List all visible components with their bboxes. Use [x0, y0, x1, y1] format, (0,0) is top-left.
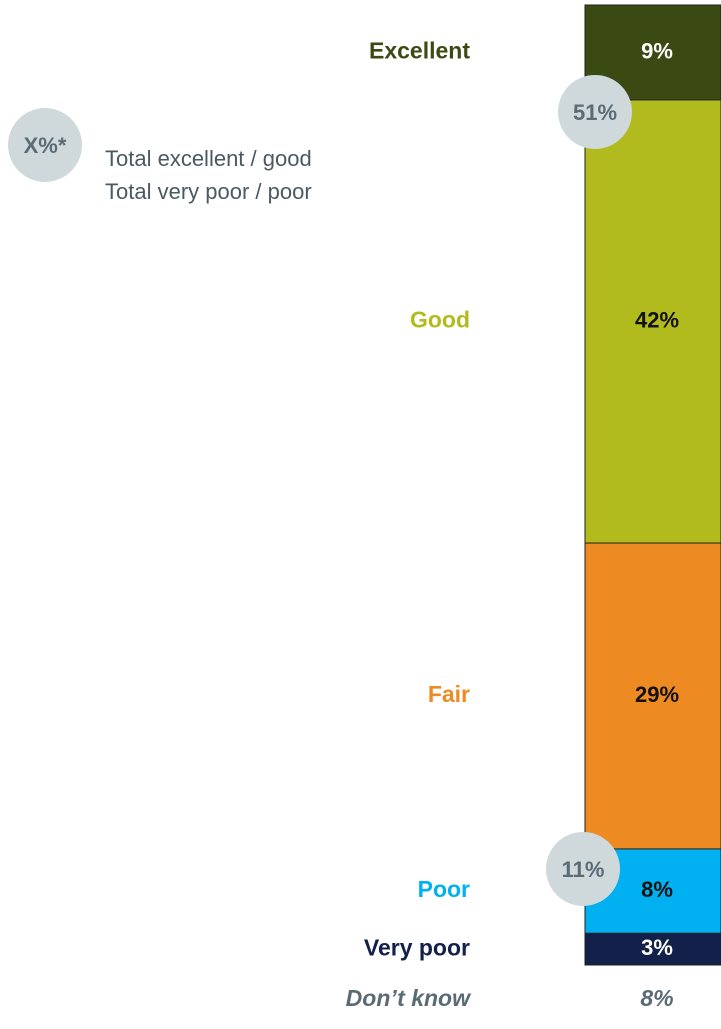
- value-label: 42%: [635, 307, 679, 332]
- bar-segment: [584, 932, 721, 966]
- dont-know-label: Don’t know: [346, 985, 472, 1011]
- total-circle: [546, 831, 620, 906]
- value-label: 3%: [641, 935, 673, 960]
- category-label: Excellent: [369, 38, 470, 64]
- value-label: 8%: [641, 877, 673, 902]
- total-circle: [558, 74, 632, 149]
- legend-circle: [8, 108, 82, 182]
- category-label: Fair: [428, 681, 470, 707]
- value-label: 29%: [635, 682, 679, 707]
- category-label: Poor: [418, 876, 470, 902]
- legend-text: Total very poor / poor: [105, 179, 312, 204]
- bar-segment: [584, 99, 721, 544]
- total-label: 51%: [573, 100, 617, 125]
- dont-know-value: 8%: [640, 985, 673, 1011]
- total-label: 11%: [562, 857, 605, 882]
- category-label: Good: [410, 307, 470, 333]
- legend-text: Total excellent / good: [105, 146, 312, 171]
- value-label: 9%: [641, 38, 673, 63]
- legend-symbol: X%*: [24, 133, 67, 158]
- category-label: Very poor: [364, 934, 470, 960]
